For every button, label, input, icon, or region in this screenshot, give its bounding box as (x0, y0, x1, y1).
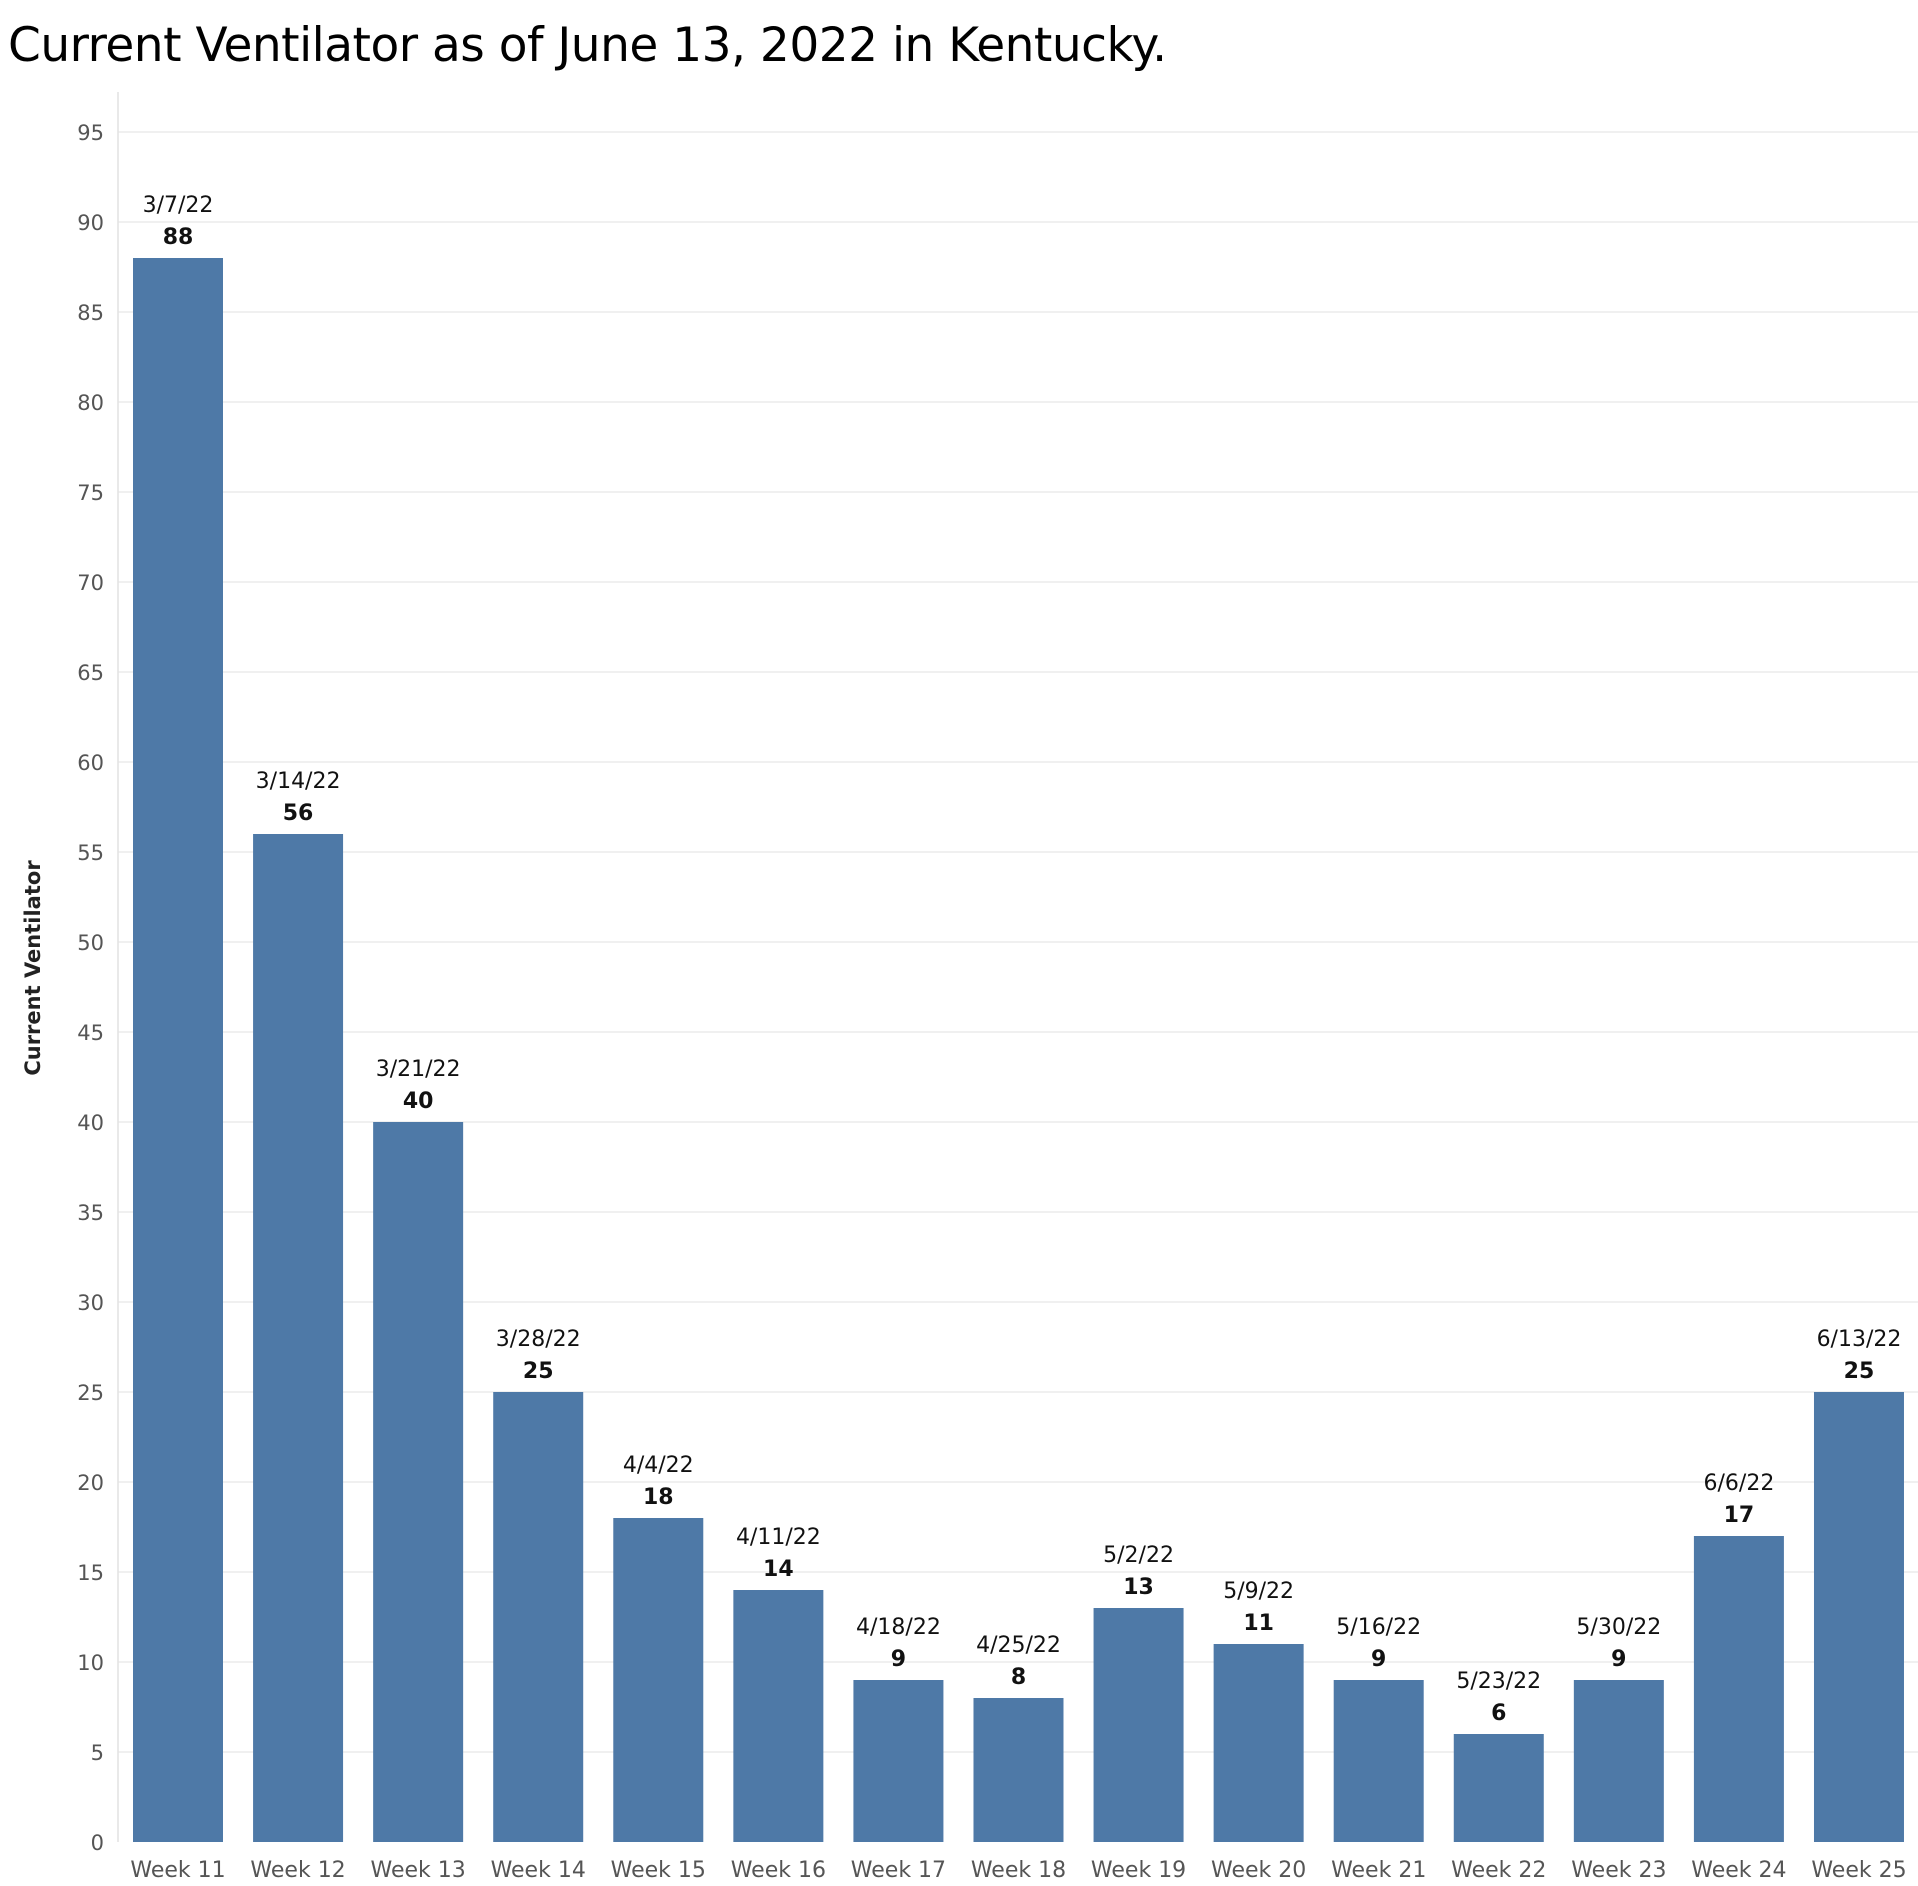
bar-value-label: 17 (1724, 1503, 1755, 1528)
y-tick-label: 55 (77, 841, 104, 865)
bar-labels: 3/7/22 88 3/14/22 56 3/21/22 40 3/28/22 25 4/4/2… (143, 193, 1902, 1726)
y-tick-label: 0 (91, 1831, 104, 1855)
bar (1813, 1392, 1904, 1842)
bars (133, 258, 1904, 1842)
bar-value-label: 8 (1011, 1665, 1026, 1690)
bar-date-label: 6/13/22 (1817, 1327, 1902, 1352)
bar-value-label: 88 (163, 225, 194, 250)
bar (1453, 1734, 1544, 1842)
y-tick-label: 45 (77, 1021, 104, 1045)
bar (1693, 1536, 1784, 1842)
x-tick-label: Week 22 (1451, 1858, 1546, 1883)
x-tick-label: Week 16 (731, 1858, 826, 1883)
bar-date-label: 3/7/22 (143, 193, 214, 218)
y-tick-label: 30 (77, 1291, 104, 1315)
bar-value-label: 40 (403, 1089, 434, 1114)
y-tick-label: 15 (77, 1561, 104, 1585)
bar-date-label: 5/2/22 (1103, 1543, 1174, 1568)
bar (973, 1698, 1064, 1842)
x-tick-label: Week 14 (491, 1858, 586, 1883)
bar (1333, 1680, 1424, 1842)
chart-title: Current Ventilator as of June 13, 2022 i… (8, 18, 1167, 73)
bar-date-label: 3/21/22 (376, 1057, 461, 1082)
bar-date-label: 5/30/22 (1576, 1615, 1661, 1640)
x-tick-label: Week 19 (1091, 1858, 1186, 1883)
y-tick-label: 20 (77, 1471, 104, 1495)
x-tick-label: Week 18 (971, 1858, 1066, 1883)
bar-value-label: 56 (283, 801, 314, 826)
bar-value-label: 25 (1844, 1359, 1875, 1384)
y-tick-label: 85 (77, 301, 104, 325)
bar (1093, 1608, 1184, 1842)
y-tick-label: 65 (77, 661, 104, 685)
bar (613, 1518, 704, 1842)
bar-value-label: 6 (1491, 1701, 1506, 1726)
bar (1213, 1644, 1304, 1842)
bar (853, 1680, 944, 1842)
bar-value-label: 25 (523, 1359, 554, 1384)
y-tick-label: 90 (77, 211, 104, 235)
x-tick-label: Week 20 (1211, 1858, 1306, 1883)
y-tick-label: 35 (77, 1201, 104, 1225)
bar (1573, 1680, 1664, 1842)
y-tick-label: 95 (77, 121, 104, 145)
bar-date-label: 5/9/22 (1223, 1579, 1294, 1604)
bar-value-label: 18 (643, 1485, 674, 1510)
y-tick-label: 50 (77, 931, 104, 955)
x-axis: Week 11 Week 12 Week 13 Week 14 Week 15 Week … (130, 1858, 1906, 1883)
x-tick-label: Week 21 (1331, 1858, 1426, 1883)
bar-value-label: 14 (763, 1557, 794, 1582)
bar-date-label: 4/11/22 (736, 1525, 821, 1550)
bar-date-label: 4/4/22 (623, 1453, 694, 1478)
x-tick-label: Week 15 (611, 1858, 706, 1883)
y-tick-label: 5 (91, 1741, 104, 1765)
y-tick-label: 40 (77, 1111, 104, 1135)
bar-value-label: 11 (1243, 1611, 1274, 1636)
y-tick-label: 80 (77, 391, 104, 415)
bar (373, 1122, 464, 1842)
x-tick-label: Week 25 (1811, 1858, 1906, 1883)
bar-value-label: 13 (1123, 1575, 1154, 1600)
x-tick-label: Week 13 (371, 1858, 466, 1883)
x-tick-label: Week 23 (1571, 1858, 1666, 1883)
bar-date-label: 4/25/22 (976, 1633, 1061, 1658)
y-tick-label: 60 (77, 751, 104, 775)
bar (133, 258, 223, 1842)
y-axis: 0 5 10 15 20 25 30 35 40 45 50 55 60 65 70 75 80 85 90 95 (77, 92, 119, 1855)
bar-date-label: 4/18/22 (856, 1615, 941, 1640)
bar (493, 1392, 584, 1842)
bar-date-label: 5/23/22 (1456, 1669, 1541, 1694)
y-tick-label: 70 (77, 571, 104, 595)
bar-value-label: 9 (1611, 1647, 1626, 1672)
bar (733, 1590, 824, 1842)
y-tick-label: 25 (77, 1381, 104, 1405)
y-axis-label: Current Ventilator (21, 860, 45, 1076)
bar (253, 834, 344, 1842)
bar-date-label: 3/28/22 (496, 1327, 581, 1352)
x-tick-label: Week 12 (250, 1858, 345, 1883)
bar-value-label: 9 (891, 1647, 906, 1672)
bar-date-label: 6/6/22 (1704, 1471, 1775, 1496)
y-tick-label: 10 (77, 1651, 104, 1675)
y-tick-label: 75 (77, 481, 104, 505)
bar-date-label: 5/16/22 (1336, 1615, 1421, 1640)
x-tick-label: Week 17 (851, 1858, 946, 1883)
bar-date-label: 3/14/22 (256, 769, 341, 794)
x-tick-label: Week 24 (1691, 1858, 1786, 1883)
bar-value-label: 9 (1371, 1647, 1386, 1672)
x-tick-label: Week 11 (130, 1858, 225, 1883)
